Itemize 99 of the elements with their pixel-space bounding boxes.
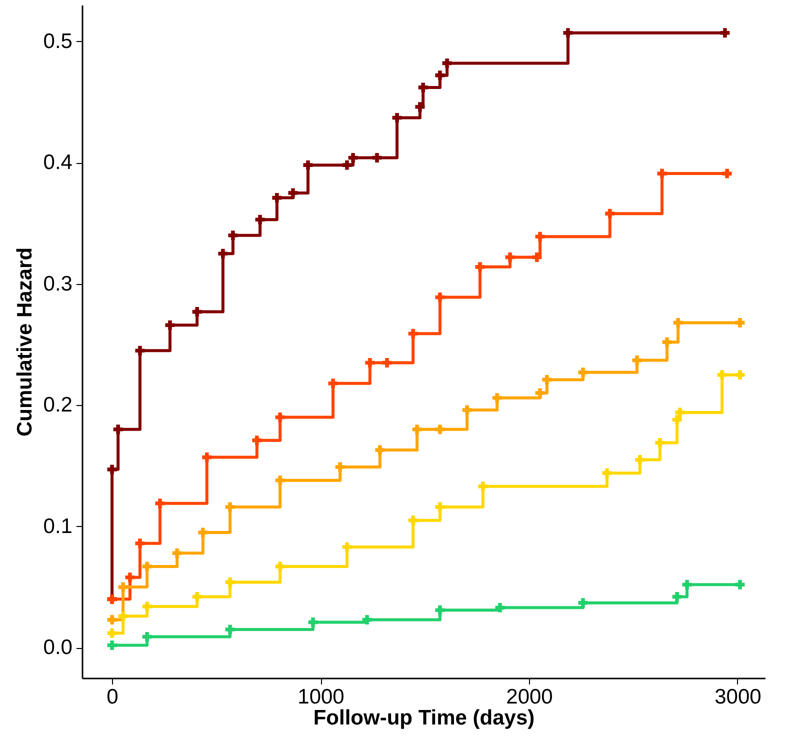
point [107,464,117,474]
point [375,445,385,455]
x-tick-label: 2000 [506,686,553,708]
y-tick-label: 0.3 [43,272,72,296]
point [288,188,298,198]
point [602,468,612,478]
point [462,405,472,415]
point [113,424,123,434]
point [563,28,573,38]
point [675,408,685,418]
point [198,528,208,538]
point [192,307,202,317]
x-axis-title: Follow-up Time (days) [313,706,535,730]
point [408,328,418,338]
point [655,438,665,448]
point [165,320,175,330]
point [542,374,552,384]
point [418,82,428,92]
point [255,214,265,224]
point [218,248,228,258]
point [342,160,352,170]
point [605,208,615,218]
point [275,476,285,486]
point [435,502,445,512]
point [362,615,372,625]
point [735,370,745,380]
point [125,572,135,582]
point [192,592,202,602]
point [735,318,745,328]
y-tick-label: 0.4 [43,151,73,174]
point [657,168,667,178]
point [275,412,285,422]
point [435,605,445,615]
point [475,262,485,272]
point [342,542,352,552]
point [225,577,235,587]
point [118,582,128,592]
y-tick-label: 0.0 [43,636,72,660]
point [435,424,445,434]
point [717,370,727,380]
point [673,318,683,328]
point [412,424,422,434]
point [435,292,445,302]
y-axis-title: Cumulative Hazard [13,247,36,437]
y-tick-label: 0.1 [43,514,72,538]
point [435,70,445,80]
point [365,358,375,368]
point [478,482,488,492]
point [662,337,672,347]
point [415,102,425,112]
point [722,168,732,178]
point [442,58,452,68]
point [382,358,392,368]
point [142,602,152,612]
point [492,393,502,403]
point [635,454,645,464]
x-tick-label: 0 [106,686,118,708]
point [672,414,682,424]
point [142,632,152,642]
point [495,602,505,612]
point [228,230,238,240]
point [225,624,235,634]
point [682,580,692,590]
point [328,378,338,388]
point [172,548,182,558]
point [720,28,730,38]
point [535,388,545,398]
x-tick-label: 1000 [298,686,344,708]
point [578,598,588,608]
point [135,538,145,548]
point [735,580,745,590]
point [303,160,313,170]
point [505,252,515,262]
y-tick-label: 0.5 [43,30,72,53]
point [252,436,262,446]
point [142,562,152,572]
point [118,611,128,621]
point [578,368,588,378]
point [672,592,682,602]
point [348,153,358,163]
point [272,193,282,203]
y-tick-label: 0.2 [43,394,72,417]
point [275,562,285,572]
point [335,462,345,472]
point [107,628,117,638]
x-tick-label: 3000 [714,686,762,708]
point [408,516,418,526]
point [632,356,642,366]
point [155,498,165,508]
point [225,502,235,512]
point [392,113,402,123]
point [532,252,542,262]
point [535,232,545,242]
point [308,617,318,627]
point [107,615,117,625]
point [202,452,212,462]
point [372,153,382,163]
point [135,346,145,356]
point [107,640,117,650]
